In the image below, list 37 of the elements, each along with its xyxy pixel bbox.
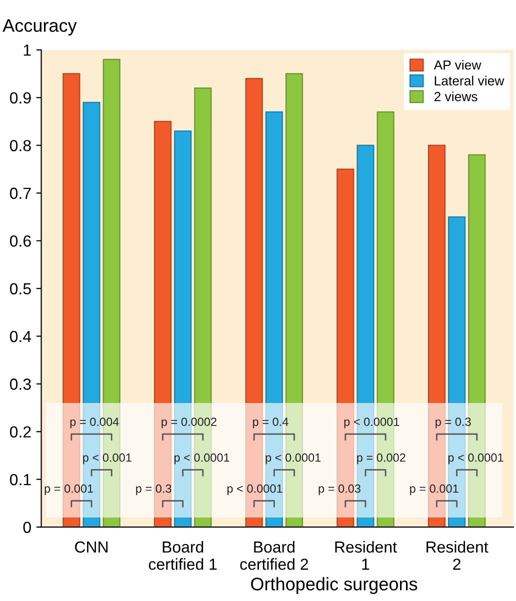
annotation: p < 0.001 (83, 453, 132, 464)
x-axis-title: Orthopedic surgeons (251, 577, 418, 594)
annotation: p = 0.4 (253, 418, 288, 428)
annotation: p = 0.002 (357, 453, 406, 464)
x-tick-label: Board certified 1 (148, 540, 217, 570)
y-tick-label: 0.8 (10, 140, 31, 152)
annotation: p < 0.0001 (227, 484, 282, 496)
y-tick-label: 0.3 (10, 378, 31, 390)
bar (154, 120, 172, 528)
y-tick-label: 0.2 (10, 426, 31, 438)
y-tick-label: 0.5 (10, 283, 31, 294)
x-tick-label: CNN (75, 541, 108, 553)
y-axis-title: Accuracy (2, 19, 77, 36)
y-tick-label: 0.4 (10, 330, 32, 342)
y-tick-label: 0.6 (10, 235, 31, 247)
annotation: p < 0.0001 (266, 453, 321, 464)
annotation: p = 0.0002 (162, 418, 216, 428)
legend-label: 2 views (434, 92, 478, 102)
y-tick-label: 1 (24, 44, 31, 56)
legend-label: AP view (434, 60, 482, 70)
x-tick-label: Resident 1 (335, 540, 397, 570)
annotation: p = 0.3 (136, 484, 172, 496)
annotation: p < 0.0001 (344, 418, 400, 428)
x-tick-label: Board certified 2 (240, 540, 308, 570)
annotation: p = 0.3 (436, 418, 471, 428)
y-tick-label: 0.7 (10, 188, 31, 199)
y-tick-label: 0.9 (10, 92, 31, 104)
annotation: p < 0.0001 (448, 453, 504, 464)
annotation: p = 0.004 (70, 418, 119, 428)
annotation: p < 0.0001 (174, 453, 230, 464)
annotation: p = 0.001 (44, 484, 94, 496)
annotation: p = 0.001 (410, 484, 458, 496)
annotation: p = 0.03 (318, 484, 360, 496)
legend-label: Lateral view (434, 76, 504, 86)
x-tick-label: Resident 2 (426, 540, 488, 570)
y-tick-label: 0 (23, 522, 31, 534)
y-tick-label: 0.1 (10, 474, 31, 486)
